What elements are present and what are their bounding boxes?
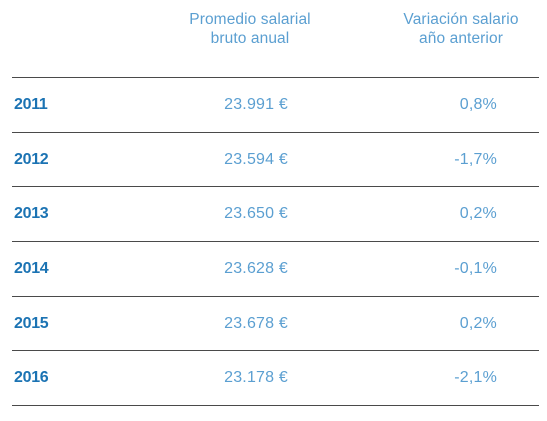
salary-cell: 23.628 €	[224, 260, 288, 277]
row-divider	[12, 132, 539, 133]
row-divider	[12, 186, 539, 187]
year-cell: 2011	[14, 96, 48, 113]
year-cell: 2013	[14, 205, 49, 222]
variation-cell: -2,1%	[454, 369, 497, 386]
table-row: 2011 23.991 € 0,8%	[0, 78, 547, 132]
table-row: 2012 23.594 € -1,7%	[0, 133, 547, 187]
salary-cell: 23.178 €	[224, 369, 288, 386]
table-row: 2015 23.678 € 0,2%	[0, 297, 547, 351]
variation-cell: -0,1%	[454, 260, 497, 277]
table-row: 2013 23.650 € 0,2%	[0, 187, 547, 241]
variation-cell: 0,8%	[459, 96, 497, 113]
variation-cell: 0,2%	[459, 205, 497, 222]
year-cell: 2012	[14, 151, 49, 168]
salary-cell: 23.678 €	[224, 315, 288, 332]
row-divider	[12, 296, 539, 297]
salary-cell: 23.650 €	[224, 205, 288, 222]
year-cell: 2014	[14, 260, 49, 277]
table-row: 2014 23.628 € -0,1%	[0, 242, 547, 296]
header-variation: Variación salario año anterior	[381, 10, 541, 48]
header-salary: Promedio salarial bruto anual	[170, 10, 330, 48]
salary-cell: 23.594 €	[224, 151, 288, 168]
variation-cell: -1,7%	[454, 151, 497, 168]
header-divider	[12, 77, 539, 78]
row-divider	[12, 350, 539, 351]
header-salary-line-2: bruto anual	[210, 30, 290, 47]
year-cell: 2016	[14, 369, 49, 386]
year-cell: 2015	[14, 315, 49, 332]
header-variation-line-1: Variación salario	[403, 11, 519, 28]
table-row: 2016 23.178 € -2,1%	[0, 351, 547, 405]
header-variation-line-2: año anterior	[419, 30, 503, 47]
salary-cell: 23.991 €	[224, 96, 288, 113]
table-bottom-rule	[12, 405, 539, 406]
variation-cell: 0,2%	[459, 315, 497, 332]
row-divider	[12, 241, 539, 242]
header-salary-line-1: Promedio salarial	[189, 11, 311, 28]
